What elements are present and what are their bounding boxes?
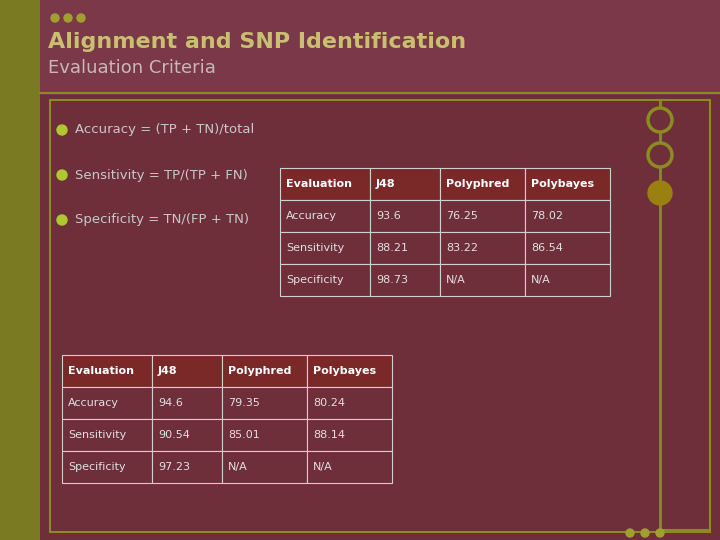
Bar [307,419,392,451]
Bar [370,200,440,232]
Text: 94.6: 94.6 [158,398,183,408]
Text: 93.6: 93.6 [376,211,401,221]
Bar [280,264,370,296]
Circle shape [648,143,672,167]
Bar [222,451,307,483]
Text: Polybayes: Polybayes [313,366,376,376]
Bar [280,168,370,200]
Text: J48: J48 [376,179,395,189]
Text: N/A: N/A [446,275,466,285]
Text: Evaluation: Evaluation [286,179,352,189]
Text: Specificity: Specificity [68,462,125,472]
Text: N/A: N/A [313,462,333,472]
Text: Polyphred: Polyphred [228,366,292,376]
Text: Sensitivity = TP/(TP + FN): Sensitivity = TP/(TP + FN) [75,168,248,181]
Text: Accuracy = (TP + TN)/total: Accuracy = (TP + TN)/total [75,124,254,137]
Text: 90.54: 90.54 [158,430,190,440]
Text: Specificity: Specificity [286,275,343,285]
Text: 83.22: 83.22 [446,243,478,253]
Bar [525,168,610,200]
Bar [370,264,440,296]
Bar [152,355,222,387]
Bar [222,355,307,387]
Bar [307,451,392,483]
Text: Polybayes: Polybayes [531,179,594,189]
Bar [62,451,152,483]
Bar [62,387,152,419]
Bar [62,355,152,387]
Bar [152,419,222,451]
Bar [62,419,152,451]
Text: 80.24: 80.24 [313,398,345,408]
Text: 97.23: 97.23 [158,462,190,472]
Text: Accuracy: Accuracy [286,211,337,221]
Bar [222,387,307,419]
Circle shape [648,108,672,132]
Bar [307,355,392,387]
Text: 98.73: 98.73 [376,275,408,285]
Text: 86.54: 86.54 [531,243,563,253]
Bar [525,232,610,264]
Bar [280,200,370,232]
Circle shape [51,14,59,22]
Bar [440,232,525,264]
Bar [50,100,710,532]
Bar [525,264,610,296]
Bar [370,168,440,200]
Bar [307,387,392,419]
Bar [152,451,222,483]
Text: Alignment and SNP Identification: Alignment and SNP Identification [48,32,466,52]
Circle shape [656,529,664,537]
Bar [370,232,440,264]
Circle shape [57,215,67,225]
Bar [0,0,40,540]
Bar [440,264,525,296]
Circle shape [57,170,67,180]
Text: 88.21: 88.21 [376,243,408,253]
Text: Evaluation Criteria: Evaluation Criteria [48,59,216,77]
Circle shape [641,529,649,537]
Text: N/A: N/A [531,275,551,285]
Circle shape [57,125,67,135]
Text: Sensitivity: Sensitivity [68,430,126,440]
Text: Accuracy: Accuracy [68,398,119,408]
Text: Evaluation: Evaluation [68,366,134,376]
Text: Specificity = TN/(FP + TN): Specificity = TN/(FP + TN) [75,213,249,226]
Bar [152,387,222,419]
Circle shape [626,529,634,537]
Text: 78.02: 78.02 [531,211,563,221]
Bar [440,168,525,200]
Circle shape [77,14,85,22]
Bar [525,200,610,232]
Circle shape [648,181,672,205]
Text: J48: J48 [158,366,178,376]
Text: 76.25: 76.25 [446,211,478,221]
Text: N/A: N/A [228,462,248,472]
Text: 88.14: 88.14 [313,430,345,440]
Bar [440,200,525,232]
Circle shape [64,14,72,22]
Text: 85.01: 85.01 [228,430,260,440]
Text: Polyphred: Polyphred [446,179,509,189]
Bar [222,419,307,451]
Text: Sensitivity: Sensitivity [286,243,344,253]
Bar [40,95,720,540]
Text: 79.35: 79.35 [228,398,260,408]
Bar [280,232,370,264]
